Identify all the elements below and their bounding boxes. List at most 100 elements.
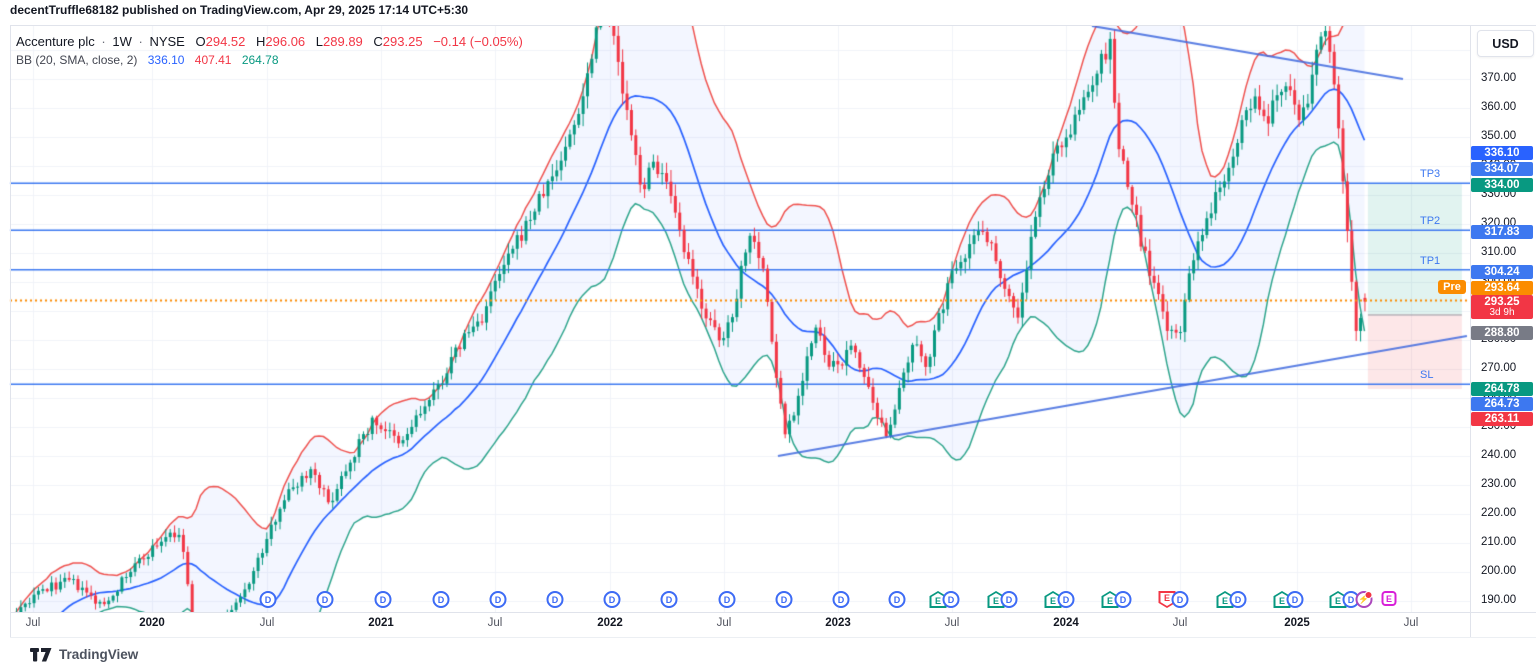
low-label: L <box>315 34 324 49</box>
time-axis-tick: 2024 <box>1053 617 1079 629</box>
time-axis-border[interactable] <box>10 612 1536 613</box>
dividend-icon[interactable]: D <box>1171 591 1189 608</box>
dividend-icon[interactable]: D <box>660 591 678 608</box>
dividend-icon[interactable]: D <box>942 591 960 608</box>
widget-bottom-border <box>10 637 1536 638</box>
earnings-miss-icon[interactable]: E <box>1158 591 1176 608</box>
price-axis-tick: 350.00 <box>1481 130 1517 142</box>
tp3-price: 334.07 <box>1471 161 1533 176</box>
dividend-icon[interactable]: D <box>775 591 793 608</box>
bb-basis-price: 336.10 <box>1471 145 1533 160</box>
level-label-sl[interactable]: SL <box>1420 369 1434 382</box>
price-axis-tick: 310.00 <box>1481 246 1517 258</box>
change-value: −0.14 (−0.05%) <box>433 34 523 49</box>
earnings-beat-icon[interactable]: E <box>1044 591 1062 608</box>
price-axis-tick: 210.00 <box>1481 536 1517 548</box>
sl-price: 264.73 <box>1471 396 1533 411</box>
bb-basis-value: 336.10 <box>147 53 185 67</box>
position-stop-price: 263.11 <box>1471 411 1533 426</box>
currency-button[interactable]: USD <box>1477 30 1534 57</box>
chart-legend: Accenture plc · 1W · NYSE O294.52 H296.0… <box>16 32 523 70</box>
premarket-tag: Pre <box>1438 280 1466 294</box>
indicator-legend-row[interactable]: BB (20, SMA, close, 2) 336.10 407.41 264… <box>16 51 523 70</box>
earnings-beat-icon[interactable]: E <box>1273 591 1291 608</box>
pane-top-border <box>10 25 1536 26</box>
price-axis-tick: 240.00 <box>1481 449 1517 461</box>
dividend-icon[interactable]: D <box>603 591 621 608</box>
time-axis-tick: Jul <box>716 617 732 629</box>
low-value: 289.89 <box>323 34 363 49</box>
symbol-name[interactable]: Accenture plc <box>16 34 95 49</box>
close-label: C <box>373 34 383 49</box>
time-axis-tick: Jul <box>944 617 960 629</box>
open-value: 294.52 <box>205 34 246 49</box>
price-axis-tick: 230.00 <box>1481 478 1517 490</box>
price-axis-tick: 200.00 <box>1481 565 1517 577</box>
position-entry-price: 288.80 <box>1471 325 1533 340</box>
time-axis-tick: Jul <box>25 617 41 629</box>
time-axis-tick: Jul <box>259 617 275 629</box>
chart-widget: Accenture plc · 1W · NYSE O294.52 H296.0… <box>0 25 1536 638</box>
interval-label[interactable]: 1W <box>112 34 132 49</box>
dividend-icon[interactable]: D <box>1000 591 1018 608</box>
dividend-icon[interactable]: D <box>432 591 450 608</box>
publish-caption: decentTruffle68182 published on TradingV… <box>10 3 469 17</box>
dividend-icon[interactable]: D <box>546 591 564 608</box>
time-axis-tick: 2023 <box>825 617 851 629</box>
separator: · <box>138 34 143 49</box>
earnings-flash-icon[interactable]: ⚡ <box>1355 591 1373 608</box>
tp2-price: 317.83 <box>1471 224 1533 239</box>
price-axis-tick: 360.00 <box>1481 101 1517 113</box>
price-chart-canvas[interactable] <box>0 25 1470 612</box>
time-axis-tick: 2021 <box>368 617 394 629</box>
earnings-beat-icon[interactable]: E <box>1101 591 1119 608</box>
dividend-icon[interactable]: D <box>718 591 736 608</box>
dividend-icon[interactable]: D <box>316 591 334 608</box>
level-label-tp2[interactable]: TP2 <box>1420 215 1441 228</box>
price-axis-border[interactable] <box>1470 25 1471 638</box>
time-axis-tick: 2020 <box>139 617 165 629</box>
position-target-price: 334.00 <box>1471 177 1533 192</box>
dividend-icon[interactable]: D <box>374 591 392 608</box>
pane-left-border <box>10 25 11 638</box>
time-axis-tick: 2022 <box>597 617 623 629</box>
dividend-icon[interactable]: D <box>832 591 850 608</box>
earnings-beat-icon[interactable]: E <box>987 591 1005 608</box>
symbol-legend-row[interactable]: Accenture plc · 1W · NYSE O294.52 H296.0… <box>16 32 523 51</box>
bb-lower-price: 264.78 <box>1471 381 1533 396</box>
dividend-icon[interactable]: D <box>489 591 507 608</box>
tradingview-wordmark: TradingView <box>59 647 139 662</box>
earnings-upcoming-icon[interactable]: E <box>1381 591 1397 606</box>
tradingview-logo[interactable]: TradingView <box>30 647 138 662</box>
dividend-icon[interactable]: D <box>1286 591 1304 608</box>
close-value: 293.25 <box>382 34 423 49</box>
dividend-icon[interactable]: D <box>888 591 906 608</box>
bb-upper-value: 407.41 <box>194 53 232 67</box>
dividend-icon[interactable]: D <box>1229 591 1247 608</box>
level-label-tp3[interactable]: TP3 <box>1420 168 1441 181</box>
price-axis-tick: 270.00 <box>1481 362 1517 374</box>
level-label-tp1[interactable]: TP1 <box>1420 254 1441 267</box>
price-axis-tick: 220.00 <box>1481 507 1517 519</box>
high-label: H <box>256 34 266 49</box>
exchange-label: NYSE <box>149 34 185 49</box>
time-axis-tick: Jul <box>1403 617 1419 629</box>
last-price: 293.25 3d 9h <box>1471 295 1533 319</box>
earnings-beat-icon[interactable]: E <box>1329 591 1347 608</box>
bb-indicator-label[interactable]: BB (20, SMA, close, 2) <box>16 53 138 67</box>
separator: · <box>101 34 106 49</box>
time-axis-tick: Jul <box>487 617 503 629</box>
bb-lower-value: 264.78 <box>241 53 279 67</box>
earnings-beat-icon[interactable]: E <box>1216 591 1234 608</box>
premarket-price: 293.64 <box>1471 280 1533 295</box>
dividend-icon[interactable]: D <box>1057 591 1075 608</box>
price-axis-tick: 370.00 <box>1481 72 1517 84</box>
earnings-beat-icon[interactable]: E <box>929 591 947 608</box>
time-axis-tick: Jul <box>1172 617 1188 629</box>
tradingview-glyph <box>30 647 52 661</box>
tp1-price: 304.24 <box>1471 264 1533 279</box>
dividend-icon[interactable]: D <box>259 591 277 608</box>
price-axis-tick: 190.00 <box>1481 594 1517 606</box>
time-axis-tick: 2025 <box>1284 617 1310 629</box>
dividend-icon[interactable]: D <box>1114 591 1132 608</box>
